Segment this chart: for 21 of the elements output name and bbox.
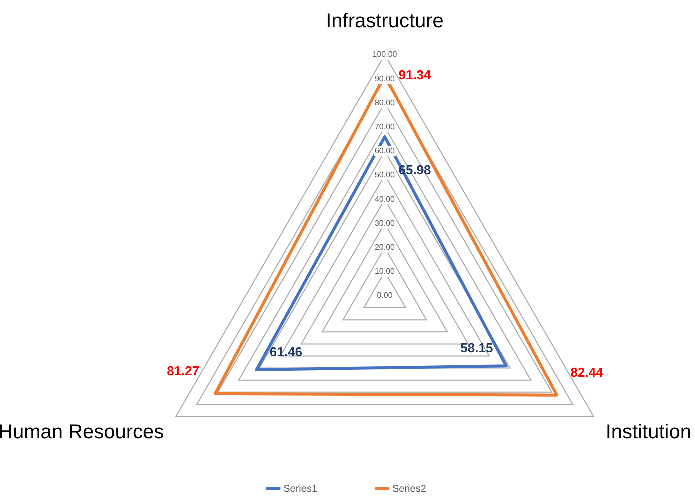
data-label: 58.15 (460, 340, 494, 356)
data-label: 82.44 (570, 364, 604, 380)
y-tick-label: 50.00 (374, 170, 396, 180)
data-label: 91.34 (398, 67, 432, 82)
spoke-label: Institution (606, 422, 692, 444)
y-tick-label: 40.00 (374, 194, 396, 204)
y-tick-label: 70.00 (374, 122, 396, 132)
legend-label: Series1 (284, 484, 318, 495)
spoke-label: Human Resources (0, 422, 164, 444)
legend-label: Series2 (392, 484, 427, 495)
data-label: 61.46 (270, 344, 302, 360)
y-tick-label: 0.00 (377, 291, 394, 300)
y-tick-label: 10.00 (374, 267, 396, 276)
y-tick-label: 30.00 (374, 218, 396, 228)
y-tick-label: 90.00 (374, 74, 396, 84)
y-tick-label: 100.00 (372, 50, 398, 60)
y-tick-label: 80.00 (374, 98, 396, 108)
data-label: 81.27 (167, 364, 200, 379)
y-tick-label: 20.00 (374, 243, 396, 252)
y-tick-label: 60.00 (374, 146, 396, 156)
spoke-label: Infrastructure (326, 10, 444, 33)
